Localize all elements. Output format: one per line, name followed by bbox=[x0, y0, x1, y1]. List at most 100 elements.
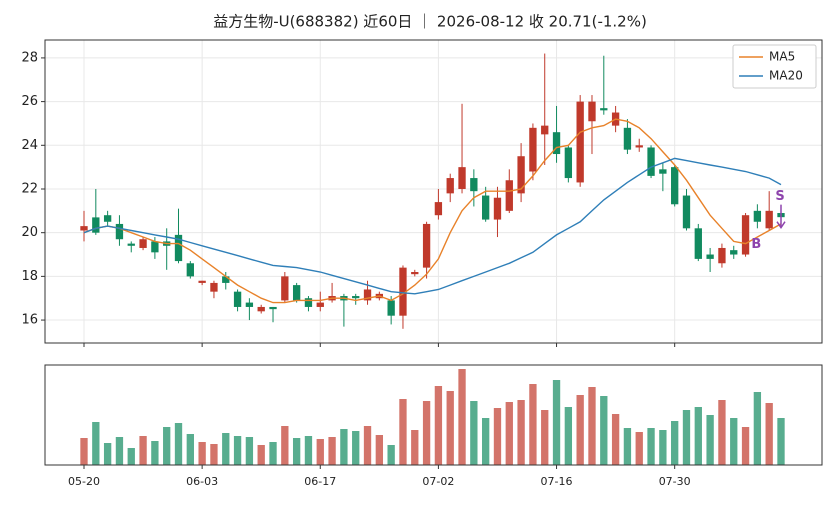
volume-bar bbox=[151, 441, 159, 465]
price-frame bbox=[44, 39, 823, 344]
volume-bar bbox=[304, 436, 313, 465]
volume-bar bbox=[611, 414, 620, 465]
candle-body bbox=[363, 289, 372, 301]
marks: BS bbox=[80, 53, 786, 465]
legend-box bbox=[732, 44, 817, 89]
candle-body bbox=[706, 254, 714, 259]
y-tick-label: 18 bbox=[21, 269, 38, 284]
candle-body bbox=[115, 223, 124, 240]
volume-bar bbox=[80, 438, 88, 465]
y-tick-label: 20 bbox=[21, 225, 38, 240]
volume-bar bbox=[682, 410, 691, 465]
y-tick-label: 22 bbox=[21, 181, 38, 196]
volume-bar bbox=[292, 438, 301, 465]
volume-frame bbox=[44, 364, 823, 466]
candle-body bbox=[399, 267, 407, 316]
candle-body bbox=[635, 145, 643, 148]
volume-bar bbox=[694, 407, 702, 465]
candle-body bbox=[139, 239, 147, 248]
candle-body bbox=[174, 234, 183, 262]
candle-body bbox=[529, 127, 537, 172]
x-tick-label: 05-20 bbox=[68, 475, 100, 488]
volume-bar bbox=[328, 437, 336, 465]
y-tick-label: 26 bbox=[21, 94, 38, 109]
volume-bar bbox=[659, 430, 667, 465]
candle-body bbox=[411, 272, 419, 275]
candle-body bbox=[659, 169, 667, 174]
x-tick-label: 06-17 bbox=[304, 475, 336, 488]
volume-bar bbox=[257, 445, 265, 465]
volume-bar bbox=[470, 401, 478, 465]
volume-bar bbox=[233, 436, 242, 465]
volume-bar bbox=[493, 408, 502, 465]
candle-body bbox=[103, 215, 112, 222]
volume-bar bbox=[198, 442, 206, 465]
candle-body bbox=[730, 250, 738, 255]
volume-bar bbox=[399, 399, 407, 465]
candle-body bbox=[647, 147, 655, 176]
volume-bar bbox=[139, 436, 147, 465]
volume-bar bbox=[375, 435, 384, 465]
volume-bar bbox=[647, 428, 655, 465]
x-tick-label: 07-30 bbox=[659, 475, 691, 488]
candle-body bbox=[292, 285, 301, 301]
volume-bar bbox=[564, 407, 573, 465]
volume-bar bbox=[623, 428, 632, 465]
volume-bar bbox=[434, 386, 443, 465]
y-tick-label: 28 bbox=[21, 50, 38, 65]
sell-arrow-head bbox=[776, 221, 786, 230]
candle-body bbox=[505, 180, 513, 211]
candle-body bbox=[257, 306, 265, 312]
volume-bar bbox=[517, 400, 525, 465]
candle-body bbox=[600, 108, 608, 111]
volume-bar bbox=[765, 403, 773, 465]
legend-label: MA20 bbox=[769, 69, 803, 83]
candle-body bbox=[151, 241, 159, 253]
candle-body bbox=[304, 298, 313, 307]
volume-bar bbox=[600, 396, 608, 465]
volume-bar bbox=[588, 387, 596, 465]
candle-body bbox=[765, 210, 773, 229]
volume-bar bbox=[552, 380, 561, 465]
volume-bar bbox=[316, 439, 324, 465]
volume-bar bbox=[718, 400, 726, 465]
grid bbox=[45, 40, 822, 343]
candle-body bbox=[80, 226, 88, 231]
candle-body bbox=[753, 210, 762, 222]
candle-body bbox=[92, 217, 100, 233]
candle-body bbox=[588, 101, 596, 122]
candle-body bbox=[352, 296, 360, 299]
x-tick-label: 07-02 bbox=[422, 475, 454, 488]
volume-bar bbox=[340, 429, 348, 465]
y-tick-label: 16 bbox=[21, 313, 38, 328]
candle-body bbox=[493, 197, 502, 220]
candle-body bbox=[671, 167, 679, 205]
volume-bar bbox=[163, 427, 171, 465]
volume-bar bbox=[671, 421, 679, 465]
candle-body bbox=[564, 147, 573, 179]
candle-body bbox=[281, 276, 289, 301]
candle-body bbox=[517, 156, 525, 194]
ma-line bbox=[83, 118, 782, 304]
volume-bar bbox=[363, 426, 372, 465]
volume-bar bbox=[777, 418, 785, 465]
candle-body bbox=[694, 228, 702, 259]
volume-bar bbox=[115, 437, 124, 465]
volume-bar bbox=[174, 423, 183, 465]
volume-bar bbox=[186, 434, 194, 465]
volume-bar bbox=[127, 448, 135, 465]
candle-body bbox=[741, 215, 750, 255]
candle-body bbox=[552, 132, 561, 155]
candle-body bbox=[446, 178, 454, 194]
candle-body bbox=[576, 101, 584, 183]
volume-bar bbox=[481, 418, 490, 465]
volume-bar bbox=[529, 384, 537, 465]
candle-body bbox=[269, 306, 277, 310]
candle-body bbox=[623, 127, 632, 150]
candle-body bbox=[422, 223, 431, 268]
volume-bar bbox=[635, 432, 643, 465]
volume-bar bbox=[269, 442, 277, 465]
candle-body bbox=[481, 195, 490, 220]
candle-body bbox=[233, 291, 242, 307]
